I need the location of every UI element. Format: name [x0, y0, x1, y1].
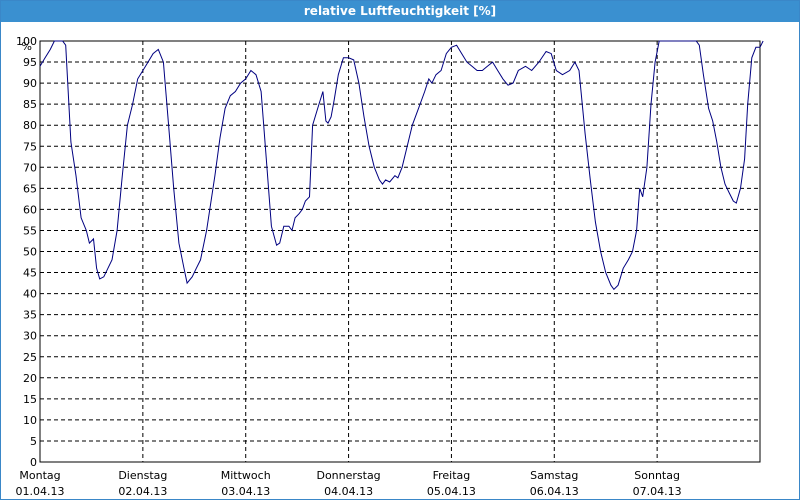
x-day-label: Mittwoch	[221, 469, 271, 482]
x-day-label: Montag	[19, 469, 60, 482]
x-date-label: 07.04.13	[633, 485, 682, 498]
y-tick-label: 40	[23, 288, 37, 301]
y-tick-label: 100	[16, 35, 37, 48]
x-date-label: 05.04.13	[427, 485, 476, 498]
x-day-label: Dienstag	[118, 469, 167, 482]
y-tick-label: 80	[23, 119, 37, 132]
y-tick-label: 85	[23, 98, 37, 111]
y-tick-label: 5	[30, 435, 37, 448]
y-tick-label: 65	[23, 182, 37, 195]
y-tick-label: 0	[30, 456, 37, 469]
y-tick-labels: 0 5 10 15 20 25 30 35 40 45 50 55 60 65 70 75 80 85 90 95 10…	[16, 35, 37, 469]
x-date-label: 02.04.13	[118, 485, 167, 498]
x-day-label: Freitag	[433, 469, 471, 482]
y-axis-label: %	[22, 40, 32, 53]
gridlines	[40, 41, 760, 462]
y-tick-label: 20	[23, 372, 37, 385]
y-tick-label: 10	[23, 414, 37, 427]
y-tick-label: 15	[23, 393, 37, 406]
x-date-label: 01.04.13	[16, 485, 65, 498]
x-day-label: Donnerstag	[316, 469, 380, 482]
y-tick-label: 55	[23, 224, 37, 237]
x-tick-labels: Montag 01.04.13 Dienstag 02.04.13 Mittwoch 03…	[16, 469, 682, 498]
y-tick-label: 45	[23, 267, 37, 280]
y-tick-label: 30	[23, 330, 37, 343]
x-day-label: Samstag	[530, 469, 578, 482]
y-tick-label: 60	[23, 203, 37, 216]
x-day-label: Sonntag	[634, 469, 680, 482]
y-tick-label: 25	[23, 351, 37, 364]
chart-title: relative Luftfeuchtigkeit [%]	[1, 1, 799, 22]
x-date-label: 04.04.13	[324, 485, 373, 498]
x-date-label: 06.04.13	[530, 485, 579, 498]
series-line	[39, 40, 764, 291]
y-tick-label: 75	[23, 140, 37, 153]
y-tick-label: 70	[23, 161, 37, 174]
y-tick-label: 95	[23, 56, 37, 69]
y-tick-label: 35	[23, 309, 37, 322]
x-date-label: 03.04.13	[221, 485, 270, 498]
y-tick-label: 90	[23, 77, 37, 90]
y-tick-label: 50	[23, 246, 37, 259]
